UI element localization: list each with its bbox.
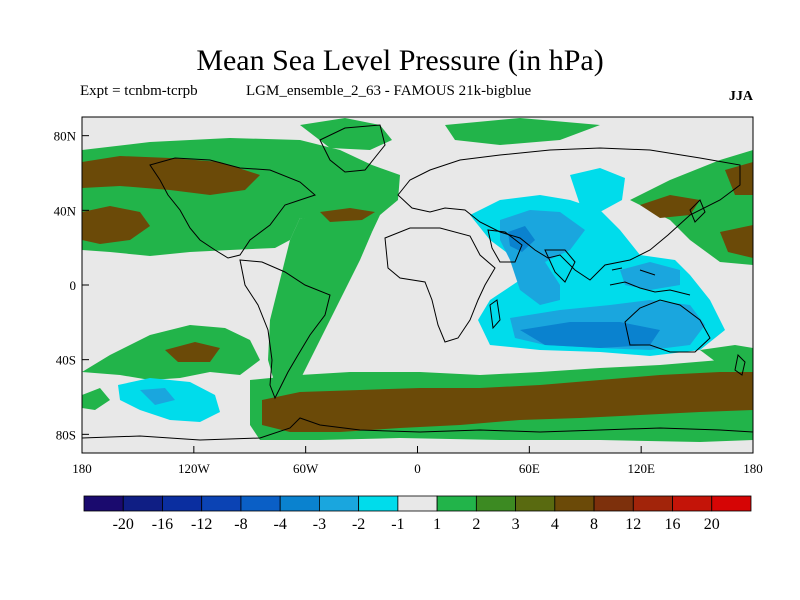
colorbar-label: 16 [665,516,681,533]
colorbar-swatch [632,495,673,512]
southern-ocean-brown-region [262,372,753,432]
lat-tick-label: 80S [56,427,76,442]
colorbar-label: -1 [391,516,404,533]
colorbar-label: 3 [512,516,520,533]
colorbar-boxes [83,495,752,512]
colorbar-swatch [122,495,163,512]
lon-tick-label: 120W [178,461,211,476]
europe-green-region [445,118,600,145]
north-america-coast [149,157,316,259]
south-indian-ocean-dark-blue-region [520,322,660,348]
colorbar-swatch [397,495,438,512]
india-coast [544,249,576,283]
ensemble-label: LGM_ensemble_2_63 - FAMOUS 21k-bigblue [246,83,532,99]
experiment-label: Expt = tcnbm-tcrpb [80,83,198,99]
lon-tick-label: 180 [743,461,763,476]
lat-tick-label: 40N [54,203,77,218]
colorbar-swatch [436,495,477,512]
australia-green-region [700,345,753,365]
south-pacific-blue-region [140,388,175,405]
southwest-green-region [82,388,110,410]
lon-tick-label: 60E [519,461,540,476]
colorbar-swatch [201,495,242,512]
maritime-islands-coast [609,267,691,296]
colorbar-swatch [593,495,634,512]
coastlines [82,124,753,441]
colorbar-swatch [319,495,360,512]
colorbar-label: -2 [352,516,365,533]
eurasia-coast [397,147,741,281]
australia-coast [624,299,711,353]
map-field [82,117,753,453]
season-label: JJA [728,89,753,104]
north-pacific-brown-region-2 [82,206,150,244]
colorbar-label: -4 [274,516,287,533]
colorbar-swatch [672,495,713,512]
colorbar-swatch [83,495,124,512]
new-zealand-coast [734,353,746,376]
lon-tick-label: 60W [293,461,319,476]
colorbar-label: 1 [433,516,441,533]
colorbar-swatch [711,495,752,512]
antarctica-coast [82,417,753,441]
lat-tick-label: 0 [70,278,77,293]
lat-tick-label: 80N [54,129,77,144]
south-america-coast [239,259,331,400]
lon-tick-label: 120E [627,461,655,476]
colorbar-label: 2 [472,516,480,533]
north-atlantic-brown-region [320,208,375,222]
colorbar-labels: -20 -16 -12 -8 -4 -3 -2 -1 1 2 3 4 8 12 16 20 [113,516,720,533]
colorbar-label: -12 [191,516,212,533]
east-asia-brown-region [640,195,700,218]
maritime-blue-region [620,262,680,290]
atlantic-green-region [268,218,372,395]
colorbar-label: -8 [234,516,247,533]
colorbar-swatch [240,495,281,512]
axis-ticks: 180 120W 60W 0 60E 120E 180 80N 40N 0 40S 80S [54,129,763,476]
colorbar-label: 4 [551,516,559,533]
colorbar-label: 8 [590,516,598,533]
colorbar-label: -20 [113,516,134,533]
colorbar-swatch [279,495,320,512]
lat-tick-label: 40S [56,353,76,368]
lon-tick-label: 180 [72,461,92,476]
greenland-coast [319,124,386,173]
central-asia-light-blue-region [570,168,625,212]
colorbar-label: -16 [152,516,173,533]
arabia-coast [487,229,523,263]
map-title: Mean Sea Level Pressure (in hPa) [196,44,604,77]
colorbar-label: 20 [704,516,720,533]
colorbar-label: -3 [313,516,326,533]
south-pacific-brown-region [165,342,220,362]
west-pacific-brown-region [720,225,753,258]
colorbar-swatch [162,495,203,512]
colorbar-swatch [554,495,595,512]
northwest-pacific-brown-region [725,162,753,195]
africa-coast [384,227,496,343]
north-pacific-brown-region [82,156,260,195]
colorbar-swatch [358,495,399,512]
japan-coast [689,199,706,223]
colorbar-swatch [515,495,556,512]
madagascar-coast [489,299,501,330]
colorbar-label: 12 [625,516,641,533]
colorbar-swatch [475,495,516,512]
lon-tick-label: 0 [414,461,421,476]
